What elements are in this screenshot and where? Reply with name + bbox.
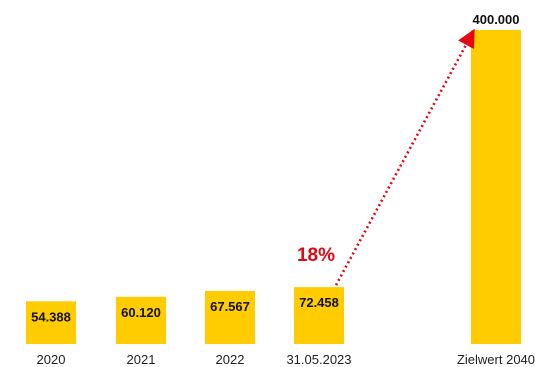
growth-annotation-label: 18%	[297, 245, 335, 266]
bar-value-label-1: 60.120	[121, 305, 161, 320]
bar-2	[205, 290, 255, 344]
x-tick-label-3: 31.05.2023	[286, 352, 351, 367]
bar-0	[26, 301, 76, 344]
bar-3	[294, 287, 344, 344]
bar-value-label-0: 54.388	[31, 309, 71, 324]
bar-4	[471, 30, 521, 344]
x-axis-ticks: 2020 2021 2022 31.05.2023 Zielwert 2040	[37, 352, 535, 367]
bar-value-label-4: 400.000	[473, 12, 520, 27]
x-tick-label-2: 2022	[216, 352, 245, 367]
x-tick-label-0: 2020	[37, 352, 66, 367]
bars-layer	[26, 30, 521, 344]
bar-1	[116, 296, 166, 344]
growth-arrow	[334, 28, 475, 286]
x-tick-label-4: Zielwert 2040	[457, 352, 535, 367]
x-tick-label-1: 2021	[127, 352, 156, 367]
bar-value-label-3: 72.458	[299, 295, 339, 310]
bar-value-label-2: 67.567	[210, 299, 250, 314]
value-labels-layer: 54.388 60.120 67.567 72.458 400.000	[31, 12, 519, 324]
